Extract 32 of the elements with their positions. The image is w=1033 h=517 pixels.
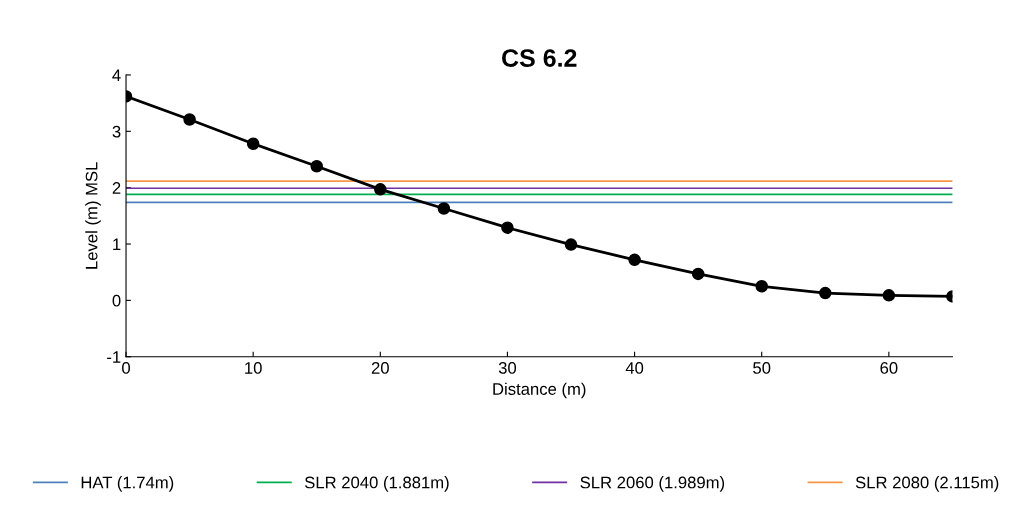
y-axis-title: Level (m) MSL [85, 162, 101, 269]
y-tick-label: 2 [112, 182, 121, 194]
point [310, 160, 323, 173]
x-tick-label: 30 [498, 362, 517, 374]
y-tick-label: 1 [113, 238, 121, 251]
point [246, 137, 260, 150]
point [437, 202, 451, 215]
legend-label: SLR 2040 (1.881m) [304, 476, 449, 492]
x-tick-label: 40 [625, 362, 644, 374]
point [564, 238, 578, 251]
legend-label: HAT (1.74m) [81, 476, 174, 492]
point [628, 253, 641, 267]
x-axis-title: Distance (m) [493, 382, 586, 399]
x-tick-label: 10 [245, 362, 262, 374]
x-tick-label: 0 [122, 362, 131, 374]
y-tick-label: 0 [112, 294, 121, 307]
point [819, 286, 832, 300]
point [183, 113, 196, 126]
y-tick-label: 4 [112, 69, 121, 81]
point [374, 183, 387, 196]
y-tick-label: -1 [107, 351, 121, 363]
point [755, 280, 768, 293]
x-tick-label: 50 [753, 362, 771, 374]
chart-title: CS 6.2 [502, 49, 577, 67]
y-tick-label: 3 [112, 125, 121, 138]
point [501, 221, 514, 234]
point [691, 267, 705, 281]
legend-label: SLR 2060 (1.989m) [580, 476, 725, 492]
x-tick-label: 60 [880, 362, 898, 374]
x-tick-label: 20 [371, 362, 389, 374]
point [882, 289, 896, 302]
legend-label: SLR 2080 (2.115m) [855, 476, 999, 492]
